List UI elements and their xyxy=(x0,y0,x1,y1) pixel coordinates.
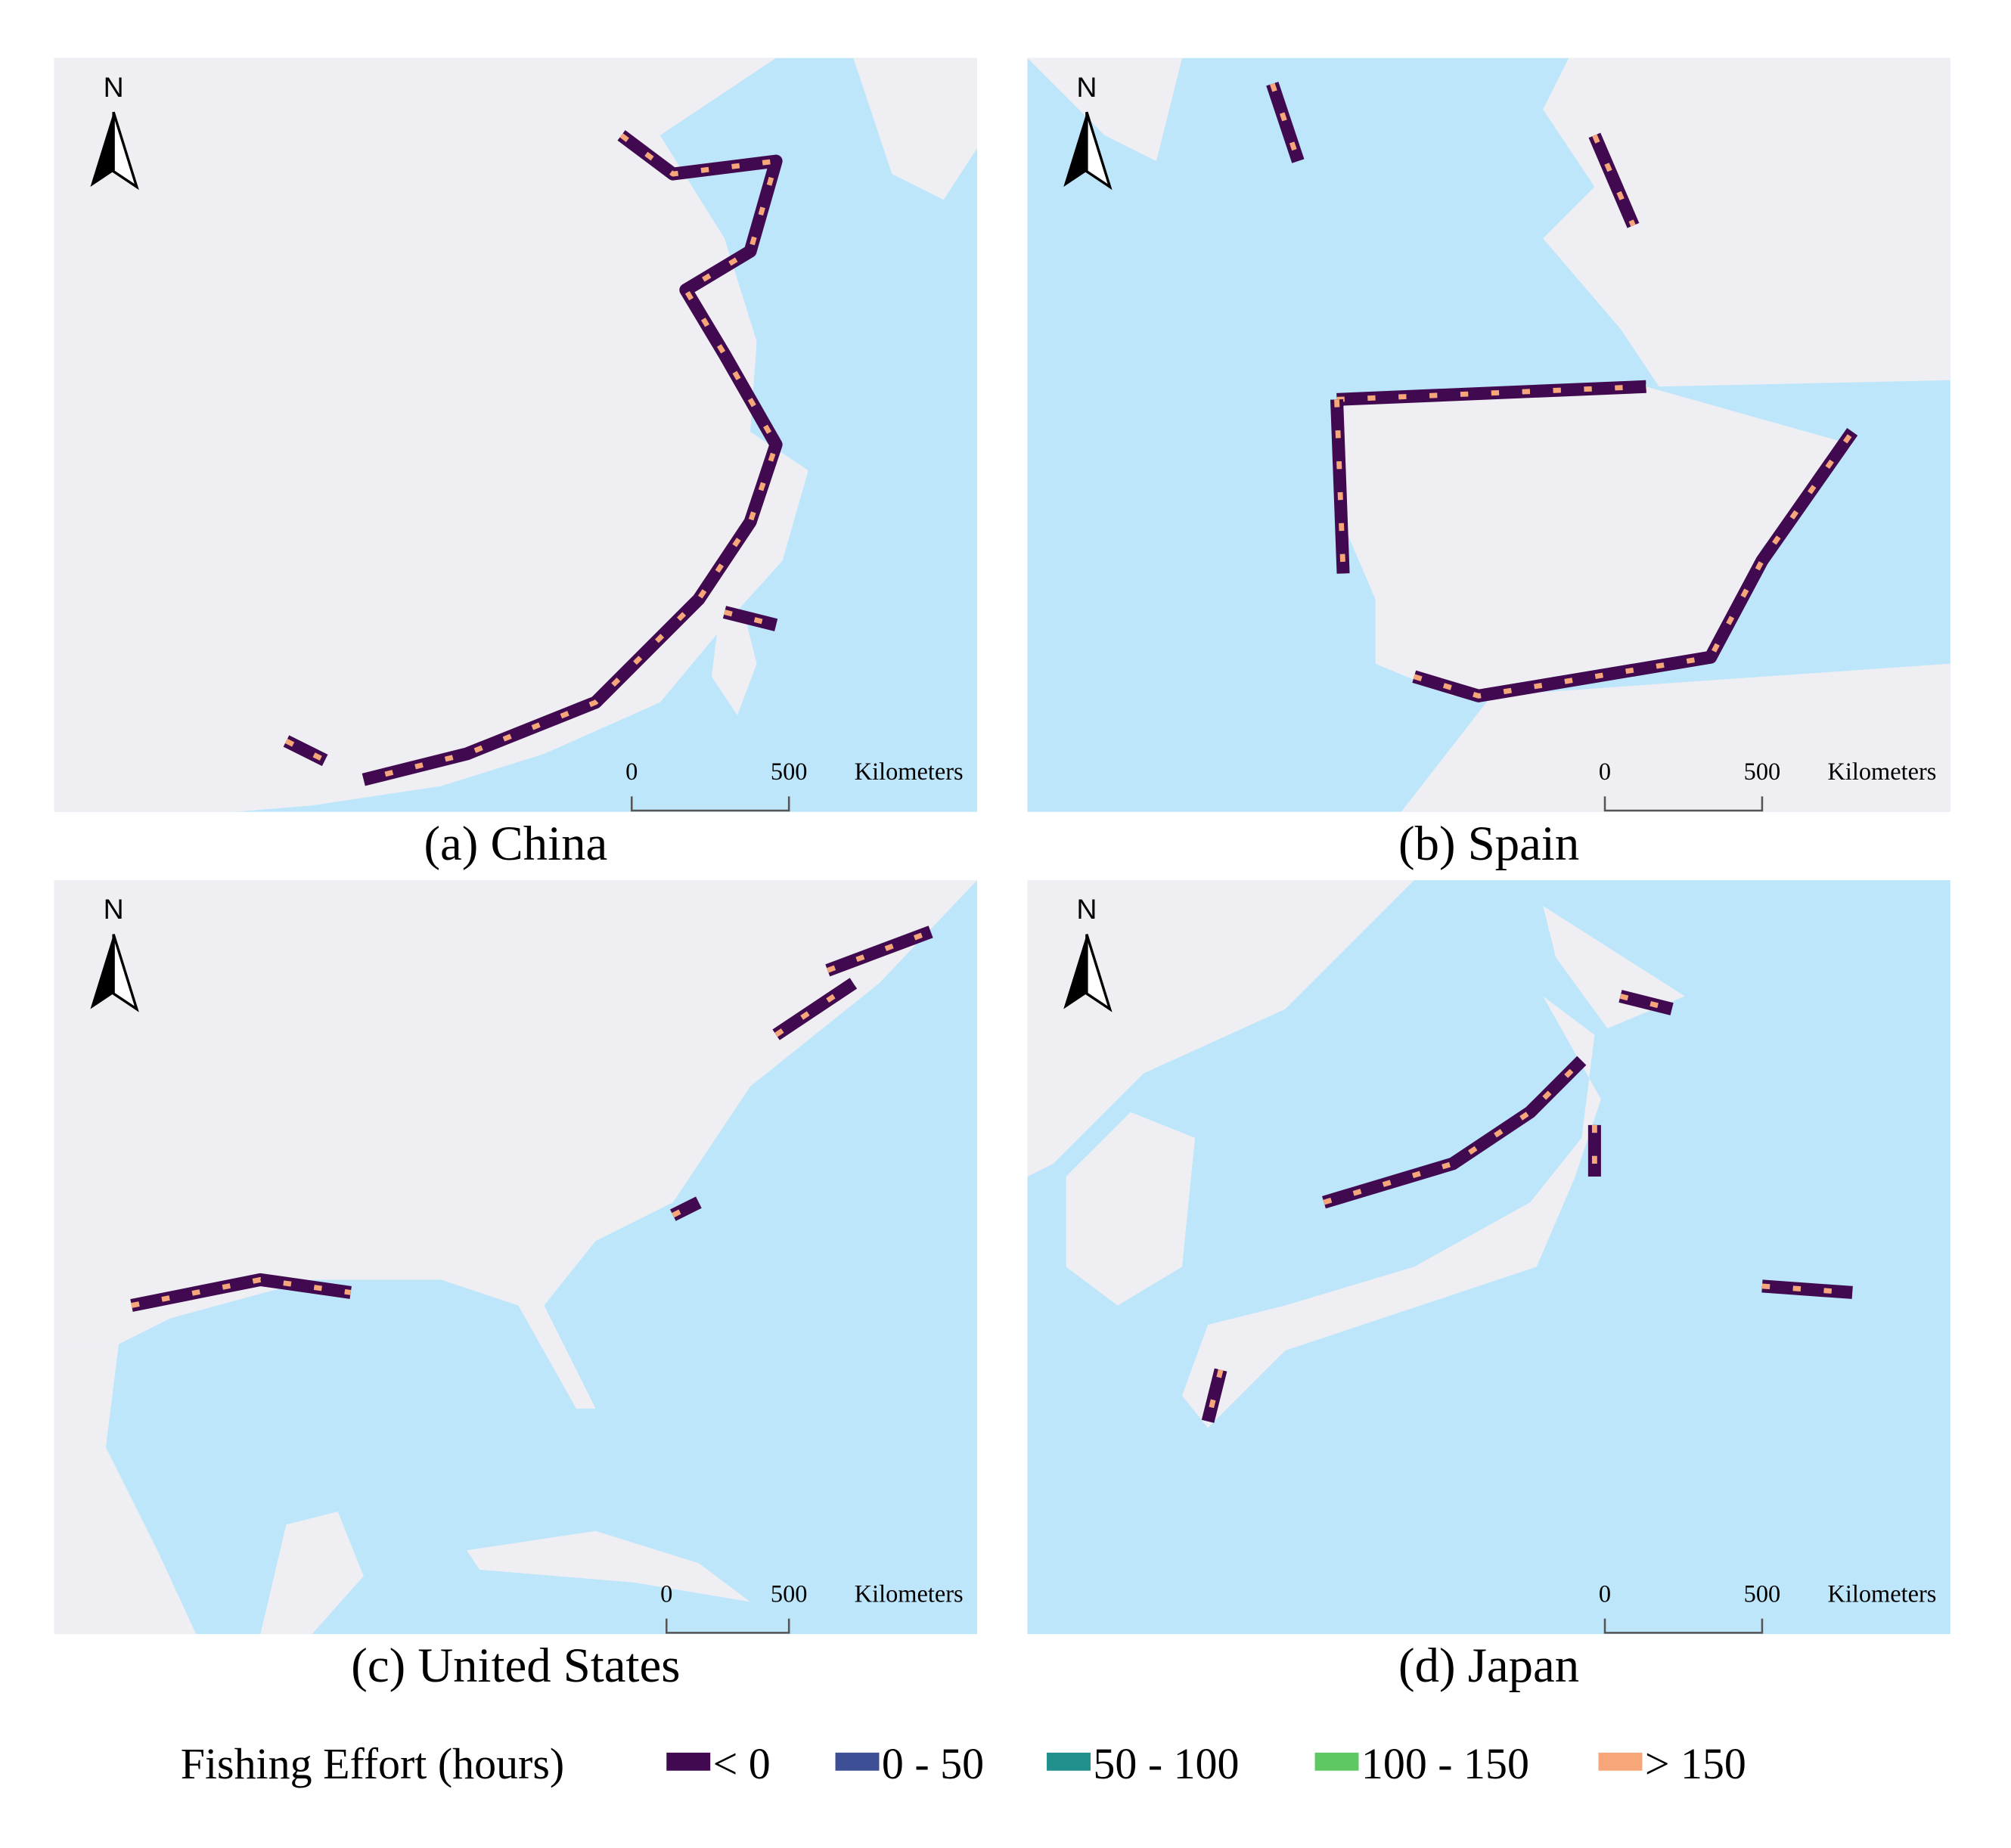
legend-label: 0 - 50 xyxy=(882,1739,984,1788)
panel-caption: (d) Japan xyxy=(1398,1639,1579,1693)
fishing-effort xyxy=(1201,1368,1227,1423)
fishing-effort xyxy=(362,133,779,783)
legend-swatch xyxy=(1047,1752,1091,1771)
land xyxy=(1336,386,1853,696)
scale-bar xyxy=(665,1618,790,1634)
legend-swatch xyxy=(835,1752,880,1771)
land xyxy=(853,57,978,200)
scale-label: 0 xyxy=(1599,758,1611,786)
map-panel: N 0 500 Kilometers xyxy=(54,880,978,1635)
panel-caption: (a) China xyxy=(424,817,607,871)
land xyxy=(54,1344,197,1635)
north-arrow xyxy=(112,934,139,1012)
land xyxy=(1543,57,1950,387)
scale-label: 500 xyxy=(1744,758,1781,786)
scale-label: 0 xyxy=(1599,1580,1611,1608)
north-arrow xyxy=(1063,934,1087,1009)
scale-unit: Kilometers xyxy=(1828,1580,1937,1608)
fishing-effort xyxy=(722,606,778,631)
fishing-effort xyxy=(284,738,327,763)
fishing-effort xyxy=(1761,1279,1853,1299)
scale-bar xyxy=(1603,1618,1764,1634)
fishing-effort xyxy=(672,1200,700,1218)
land xyxy=(1401,663,1950,812)
legend-swatch xyxy=(1314,1752,1359,1771)
fishing-effort xyxy=(131,1276,352,1308)
fishing-effort xyxy=(1270,82,1301,163)
fishing-effort xyxy=(1413,429,1855,699)
land xyxy=(1181,996,1601,1428)
legend-label: 50 - 100 xyxy=(1093,1739,1239,1788)
north-arrow xyxy=(1085,934,1113,1012)
scale-label: 0 xyxy=(625,758,638,786)
land xyxy=(1027,57,1182,162)
legend-swatch xyxy=(666,1752,711,1771)
north-arrow xyxy=(90,112,114,188)
legend-label: 100 - 150 xyxy=(1361,1739,1529,1788)
north-arrow xyxy=(1063,112,1087,188)
panel-caption: (c) United States xyxy=(351,1639,680,1693)
north-arrow xyxy=(90,934,114,1009)
legend-label: < 0 xyxy=(713,1739,771,1788)
scale-label: 500 xyxy=(771,1580,808,1608)
land xyxy=(260,1512,364,1635)
north-label: N xyxy=(104,71,124,103)
scale-label: 0 xyxy=(660,1580,672,1608)
north-label: N xyxy=(104,893,124,925)
north-arrow xyxy=(1085,111,1113,191)
scale-label: 500 xyxy=(771,758,808,786)
panel-caption: (b) Spain xyxy=(1398,817,1579,871)
north-label: N xyxy=(1076,893,1097,925)
land xyxy=(54,57,808,812)
land xyxy=(467,1530,751,1602)
land xyxy=(1027,880,1414,1177)
scale-bar xyxy=(630,796,790,812)
land xyxy=(711,612,757,715)
map-panel: N 0 500 Kilometers xyxy=(1027,57,1950,812)
north-label: N xyxy=(1076,71,1097,103)
land xyxy=(1066,1112,1196,1306)
scale-bar xyxy=(1603,796,1764,812)
legend-swatch xyxy=(1598,1752,1643,1771)
map-panel: N 0 500 Kilometers xyxy=(1027,880,1950,1635)
north-arrow xyxy=(112,111,139,191)
scale-unit: Kilometers xyxy=(855,1580,964,1608)
legend-title: Fishing Effort (hours) xyxy=(181,1739,564,1788)
scale-label: 500 xyxy=(1744,1580,1781,1608)
fishing-effort xyxy=(825,926,933,977)
legend-label: > 150 xyxy=(1645,1739,1746,1788)
scale-unit: Kilometers xyxy=(1828,758,1937,786)
land xyxy=(54,880,978,1409)
fishing-effort xyxy=(1323,1059,1584,1205)
fishing-effort xyxy=(772,978,858,1040)
map-panel: N 0 500 Kilometers xyxy=(54,57,978,812)
fishing-effort xyxy=(1588,132,1640,228)
scale-unit: Kilometers xyxy=(855,758,964,786)
fishing-effort xyxy=(1336,383,1646,402)
fishing-effort xyxy=(1330,399,1350,574)
fishing-effort xyxy=(1618,990,1674,1015)
